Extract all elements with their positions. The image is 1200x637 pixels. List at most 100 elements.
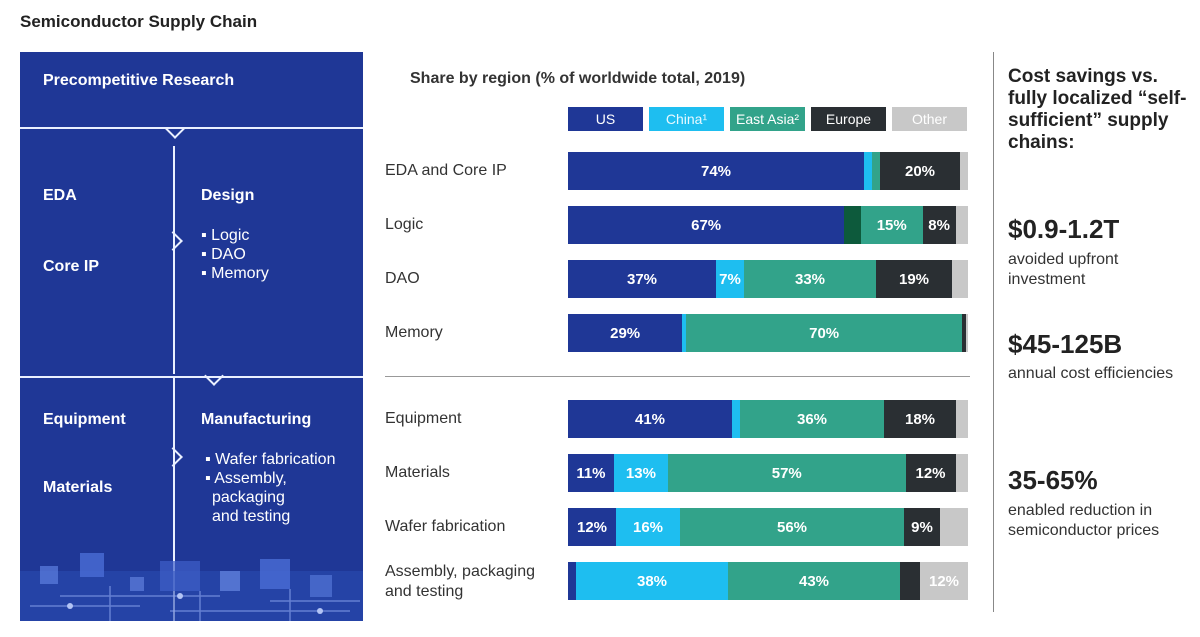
- bar-segment: [844, 206, 861, 244]
- bar-segment: [682, 314, 687, 352]
- panel-separator: [993, 52, 994, 612]
- data-label: 41%: [634, 410, 666, 428]
- legend-item: US: [568, 107, 643, 131]
- data-label: 8%: [928, 216, 950, 234]
- chevron-down-icon: [165, 119, 185, 139]
- bar-track: 41% 36% 18%: [568, 400, 968, 438]
- data-label: 7%: [719, 270, 741, 288]
- data-label: 20%: [904, 162, 936, 180]
- bar-segment: 43%: [728, 562, 900, 600]
- bar-segment: 7%: [716, 260, 744, 298]
- bar-segment: 8%: [922, 206, 956, 244]
- bar-segment: 56%: [680, 508, 904, 546]
- data-label: 16%: [632, 518, 664, 536]
- bar-track: 37% 7% 33% 19%: [568, 260, 968, 298]
- bar-segment: [966, 314, 968, 352]
- manufacturing-item: ▪ Assembly,: [205, 470, 287, 487]
- bar-segment: 16%: [616, 508, 680, 546]
- chart-group-divider: [385, 376, 970, 377]
- bar-segment: 15%: [860, 206, 923, 244]
- bar-segment: 20%: [880, 152, 960, 190]
- data-label: 38%: [636, 572, 668, 590]
- legend-item: China¹: [649, 107, 724, 131]
- row-label: Materials: [385, 464, 450, 481]
- design-item: ▪ DAO: [201, 246, 246, 263]
- research-label: Precompetitive Research: [43, 72, 235, 89]
- chevron-right-icon: [163, 231, 183, 251]
- data-label: 57%: [771, 464, 802, 482]
- data-label: 12%: [928, 572, 960, 590]
- data-label: 74%: [700, 162, 732, 180]
- row-label: DAO: [385, 270, 420, 287]
- manufacturing-label: Manufacturing: [201, 411, 312, 428]
- bar-segment: [956, 400, 968, 438]
- manufacturing-item: and testing: [212, 508, 291, 525]
- bar-segment: 12%: [920, 562, 968, 600]
- divider-vertical-bottom: [173, 378, 175, 621]
- bar-segment: 19%: [876, 260, 952, 298]
- bar-segment: [940, 508, 968, 546]
- design-label: Design: [201, 187, 255, 204]
- bar-segment: [568, 562, 576, 600]
- divider-top: [20, 127, 363, 129]
- divider-middle: [20, 376, 363, 378]
- bar-segment: 37%: [568, 260, 716, 298]
- materials-label: Materials: [43, 479, 113, 496]
- bar-segment: 57%: [668, 454, 906, 492]
- core-ip-label: Core IP: [43, 258, 100, 275]
- data-label: 33%: [794, 270, 826, 288]
- data-label: 43%: [798, 572, 830, 590]
- bar-segment: 36%: [740, 400, 884, 438]
- data-label: 18%: [904, 410, 936, 428]
- manufacturing-items: ▪ Wafer fabrication ▪ Assembly, packagin…: [205, 450, 335, 526]
- bar-segment: 29%: [568, 314, 683, 352]
- page-title: Semiconductor Supply Chain: [20, 12, 258, 31]
- design-item: ▪ Logic: [201, 227, 250, 244]
- bar-track: 67% 15% 8%: [568, 206, 968, 244]
- data-label: 9%: [911, 518, 933, 536]
- stat-value: $45-125B: [1008, 329, 1123, 359]
- bar-segment: [900, 562, 920, 600]
- bar-segment: [962, 314, 967, 352]
- data-label: 15%: [876, 216, 907, 234]
- data-label: 12%: [915, 464, 946, 482]
- row-label: EDA and Core IP: [385, 162, 507, 179]
- data-label: 11%: [576, 464, 606, 482]
- row-label: Logic: [385, 216, 424, 233]
- stat-value: $0.9-1.2T: [1008, 214, 1120, 244]
- bar-segment: 12%: [568, 508, 616, 546]
- circuit-board-illustration: [20, 553, 363, 621]
- bar-track: 29% 70%: [568, 314, 968, 352]
- bar-segment: [732, 400, 740, 438]
- data-label: 70%: [809, 324, 840, 342]
- legend-item: Europe: [811, 107, 886, 131]
- bar-segment: 18%: [884, 400, 956, 438]
- design-items: ▪ Logic ▪ DAO ▪ Memory: [201, 226, 269, 283]
- stat-value: 35-65%: [1008, 465, 1098, 495]
- bar-track: 38% 43% 12%: [568, 562, 968, 600]
- bar-segment: 41%: [568, 400, 732, 438]
- bar-track: 12% 16% 56% 9%: [568, 508, 968, 546]
- row-label: Assembly, packaging and testing: [385, 563, 535, 600]
- data-label: 56%: [776, 518, 808, 536]
- bar-segment: 70%: [686, 314, 963, 352]
- supply-chain-diagram: Precompetitive Research EDA Core IP Desi…: [20, 52, 363, 621]
- chevron-right-icon: [163, 447, 183, 467]
- stat-description: enabled reduction in semiconductor price…: [1008, 502, 1160, 539]
- bar-track: 74% 20%: [568, 152, 968, 190]
- divider-vertical-top: [173, 146, 175, 374]
- legend-item: East Asia²: [730, 107, 805, 131]
- bar-segment: 11%: [568, 454, 614, 492]
- bar-segment: [960, 152, 968, 190]
- bar-segment: 33%: [744, 260, 876, 298]
- data-label: 37%: [626, 270, 658, 288]
- manufacturing-item: packaging: [212, 489, 285, 506]
- bar-segment: [872, 152, 880, 190]
- row-label: Memory: [385, 324, 443, 341]
- data-label: 13%: [625, 464, 656, 482]
- stat-description: annual cost efficiencies: [1008, 365, 1174, 382]
- bar-track: 11% 13% 57% 12%: [568, 454, 968, 492]
- bar-segment: [952, 260, 968, 298]
- design-item: ▪ Memory: [201, 265, 269, 282]
- data-label: 19%: [898, 270, 930, 288]
